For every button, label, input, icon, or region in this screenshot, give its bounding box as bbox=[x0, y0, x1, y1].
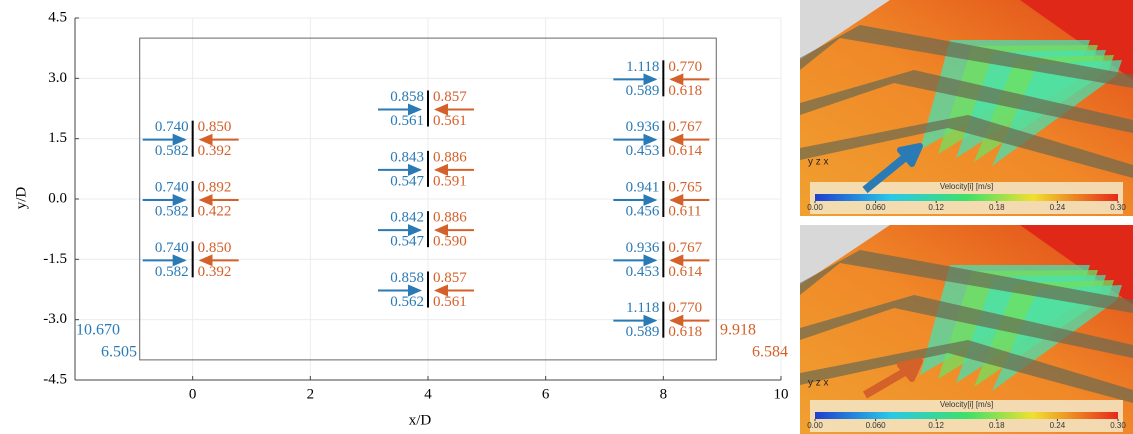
y-tick-label: -1.5 bbox=[43, 251, 67, 267]
colorbar-tick-label: 0.00 bbox=[807, 421, 823, 430]
velocity-label: 0.589 bbox=[626, 83, 660, 99]
render-panel: y z x Velocity[i] [m/s] 0.00 0.060 0.12 0.18 0… bbox=[800, 225, 1133, 434]
axis-triad: y z x bbox=[808, 157, 829, 168]
velocity-label: 0.886 bbox=[433, 210, 467, 226]
velocity-label: 0.422 bbox=[198, 203, 232, 219]
velocity-label: 0.582 bbox=[155, 203, 189, 219]
colorbar-tick-label: 0.060 bbox=[866, 421, 887, 430]
velocity-label: 0.941 bbox=[626, 179, 660, 195]
axis-triad: y z x bbox=[808, 378, 829, 389]
velocity-label: 0.582 bbox=[155, 264, 189, 280]
velocity-label: 0.843 bbox=[390, 149, 424, 165]
y-tick-label: 0.0 bbox=[48, 190, 67, 206]
velocity-label: 0.590 bbox=[433, 234, 467, 250]
velocity-label: 1.118 bbox=[626, 300, 659, 316]
velocity-label: 0.611 bbox=[668, 203, 701, 219]
x-tick-label: 8 bbox=[660, 386, 668, 402]
total-label: 10.670 bbox=[76, 322, 120, 339]
figure: x/D y/D 0 2 4 6 8 10 -4.5 -3.0 -1.5 0.0 1.5 3.0 4.5 0… bbox=[0, 0, 1133, 434]
x-tick-label: 0 bbox=[189, 386, 197, 402]
y-tick-label: -4.5 bbox=[43, 371, 67, 387]
velocity-label: 0.547 bbox=[390, 173, 424, 189]
colorbar-tick-label: 0.12 bbox=[928, 421, 944, 430]
velocity-label: 0.767 bbox=[668, 240, 702, 256]
velocity-label: 0.886 bbox=[433, 149, 467, 165]
velocity-label: 0.589 bbox=[626, 324, 660, 340]
velocity-label: 1.118 bbox=[626, 59, 659, 75]
colorbar bbox=[815, 412, 1118, 419]
velocity-label: 0.770 bbox=[668, 59, 702, 75]
velocity-label: 0.740 bbox=[155, 179, 189, 195]
x-tick-label: 4 bbox=[424, 386, 432, 402]
velocity-label: 0.561 bbox=[433, 294, 467, 310]
colorbar-title: Velocity[i] [m/s] bbox=[940, 400, 993, 409]
x-tick-label: 6 bbox=[542, 386, 550, 402]
velocity-label: 0.857 bbox=[433, 89, 467, 105]
colorbar-tick-label: 0.30 bbox=[1110, 203, 1126, 212]
velocity-label: 0.858 bbox=[390, 270, 424, 286]
velocity-label: 0.858 bbox=[390, 89, 424, 105]
total-label: 6.584 bbox=[752, 344, 788, 361]
colorbar-tick-label: 0.24 bbox=[1050, 203, 1066, 212]
velocity-label: 0.456 bbox=[626, 203, 660, 219]
y-tick-label: 3.0 bbox=[48, 70, 67, 86]
colorbar-tick-label: 0.12 bbox=[928, 203, 944, 212]
colorbar-tick-label: 0.30 bbox=[1110, 421, 1126, 430]
velocity-label: 0.392 bbox=[198, 143, 232, 159]
velocity-label: 0.562 bbox=[390, 294, 424, 310]
velocity-label: 0.591 bbox=[433, 173, 467, 189]
render-panel: y z x Velocity[i] [m/s] 0.00 0.060 0.12 0.18 0… bbox=[800, 0, 1133, 216]
velocity-label: 0.936 bbox=[626, 119, 660, 135]
velocity-label: 0.842 bbox=[390, 210, 424, 226]
colorbar-tick-label: 0.24 bbox=[1050, 421, 1066, 430]
velocity-label: 0.892 bbox=[198, 179, 232, 195]
velocity-label: 0.614 bbox=[668, 143, 702, 159]
x-tick-label: 10 bbox=[774, 386, 789, 402]
colorbar-tick-label: 0.18 bbox=[989, 421, 1005, 430]
velocity-label: 0.936 bbox=[626, 240, 660, 256]
total-label: 9.918 bbox=[720, 322, 756, 339]
velocity-label: 0.618 bbox=[668, 324, 702, 340]
velocity-label: 0.857 bbox=[433, 270, 467, 286]
velocity-label: 0.614 bbox=[668, 264, 702, 280]
velocity-label: 0.767 bbox=[668, 119, 702, 135]
x-tick-label: 2 bbox=[307, 386, 315, 402]
colorbar-tick-label: 0.060 bbox=[866, 203, 887, 212]
y-tick-label: 1.5 bbox=[48, 130, 67, 146]
velocity-label: 0.618 bbox=[668, 83, 702, 99]
total-label: 6.505 bbox=[101, 344, 137, 361]
velocity-label: 0.850 bbox=[198, 119, 232, 135]
y-tick-label: 4.5 bbox=[48, 9, 67, 25]
y-tick-label: -3.0 bbox=[43, 311, 67, 327]
velocity-label: 0.561 bbox=[433, 113, 467, 129]
velocity-label: 0.453 bbox=[626, 143, 660, 159]
velocity-label: 0.740 bbox=[155, 240, 189, 256]
velocity-label: 0.392 bbox=[198, 264, 232, 280]
velocity-label: 0.453 bbox=[626, 264, 660, 280]
x-axis-label: x/D bbox=[409, 412, 432, 428]
colorbar-title: Velocity[i] [m/s] bbox=[940, 182, 993, 191]
velocity-label: 0.765 bbox=[668, 179, 702, 195]
y-axis-label: y/D bbox=[13, 187, 29, 210]
colorbar bbox=[815, 194, 1118, 201]
colorbar-tick-label: 0.18 bbox=[989, 203, 1005, 212]
velocity-label: 0.561 bbox=[390, 113, 424, 129]
velocity-label: 0.547 bbox=[390, 234, 424, 250]
velocity-label: 0.850 bbox=[198, 240, 232, 256]
velocity-label: 0.582 bbox=[155, 143, 189, 159]
velocity-label: 0.770 bbox=[668, 300, 702, 316]
velocity-label: 0.740 bbox=[155, 119, 189, 135]
colorbar-tick-label: 0.00 bbox=[807, 203, 823, 212]
